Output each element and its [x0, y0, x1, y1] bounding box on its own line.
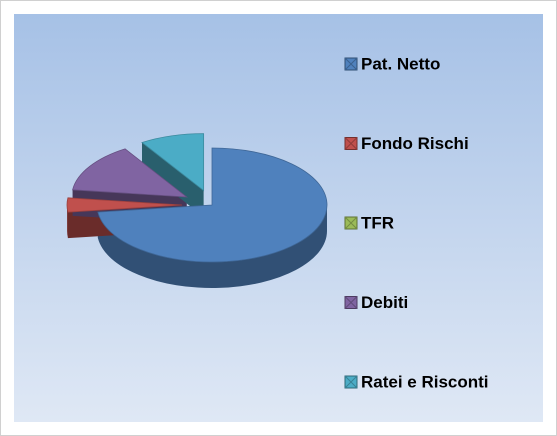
slice-wall [142, 142, 204, 217]
legend-label: Fondo Rischi [361, 134, 469, 153]
slice [141, 133, 205, 192]
slice-side [67, 205, 68, 239]
legend-label: Ratei e Risconti [361, 372, 489, 391]
slice [97, 147, 328, 263]
legend-label: Pat. Netto [361, 54, 440, 73]
slice [66, 197, 183, 213]
pie [66, 133, 328, 289]
legend-swatch-bevel [344, 375, 358, 389]
legend-swatch-bevel [344, 296, 358, 309]
slice [72, 148, 188, 198]
slice-side [97, 205, 328, 289]
legend-swatch-bevel [344, 137, 358, 150]
legend-label: Debiti [361, 293, 408, 312]
legend-label: TFR [361, 213, 394, 232]
legend-swatch-bevel [344, 216, 358, 230]
legend-swatch-bevel [344, 57, 358, 71]
legend: Pat. Netto Fondo Rischi TFR Debiti Ratei e R… [344, 54, 489, 391]
